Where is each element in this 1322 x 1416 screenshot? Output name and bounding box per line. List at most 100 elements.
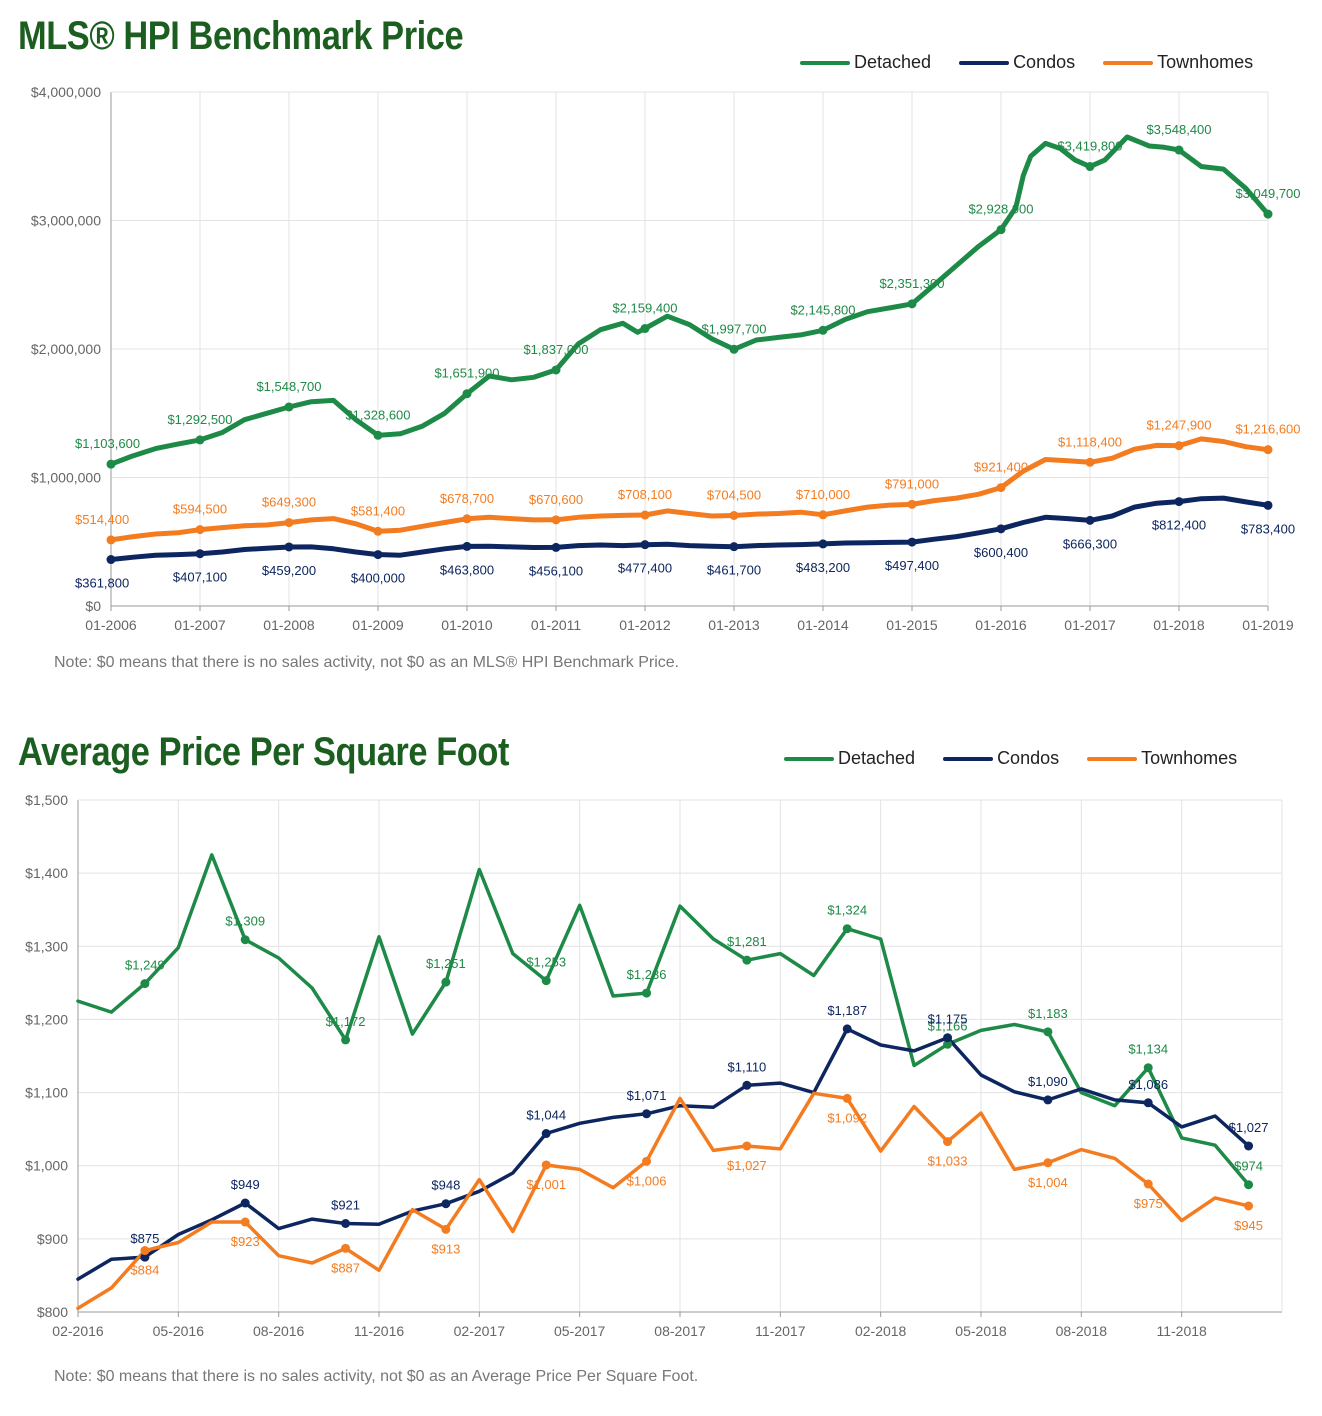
series-line-townhomes — [76, 1091, 1251, 1311]
data-point-condos — [1043, 1095, 1053, 1105]
data-label-townhomes: $921,400 — [974, 460, 1028, 475]
data-point-condos — [106, 555, 116, 565]
data-point-townhomes — [1143, 1179, 1153, 1189]
data-point-condos — [640, 540, 650, 550]
data-point-detached — [996, 225, 1006, 235]
data-label-townhomes: $913 — [431, 1241, 460, 1256]
data-label-condos: $463,800 — [440, 562, 494, 577]
data-point-townhomes — [842, 1093, 852, 1103]
data-label-condos: $407,100 — [173, 570, 227, 585]
data-label-townhomes: $514,400 — [75, 512, 129, 527]
chart-hpi-benchmark: 01-2006 01-2007 01-2008 01-2009 01-2010 01-20… — [31, 84, 1301, 633]
data-label-townhomes: $1,216,600 — [1235, 422, 1300, 437]
series-line-detached — [76, 853, 1251, 1187]
data-point-detached — [373, 430, 383, 440]
x-tick-label: 01-2016 — [975, 617, 1027, 633]
data-label-detached: $1,324 — [827, 903, 867, 918]
data-point-townhomes — [284, 518, 294, 528]
data-label-condos: $1,027 — [1229, 1120, 1269, 1135]
data-label-condos: $812,400 — [1152, 518, 1206, 533]
data-point-detached — [462, 389, 472, 399]
data-point-condos — [462, 541, 472, 551]
data-label-detached: $1,251 — [426, 956, 466, 971]
data-point-detached — [140, 979, 150, 989]
x-tick-label: 01-2015 — [886, 617, 938, 633]
y-tick-label: $900 — [37, 1231, 68, 1247]
x-tick-label: 02-2017 — [454, 1323, 506, 1339]
legend-item-townhomes: Townhomes — [1087, 748, 1237, 769]
data-label-condos: $1,071 — [627, 1088, 667, 1103]
data-point-condos — [842, 1024, 852, 1034]
y-tick-label: $1,000 — [25, 1158, 68, 1174]
data-point-detached — [642, 988, 652, 998]
data-point-condos — [373, 550, 383, 560]
data-label-detached: $1,309 — [225, 914, 265, 929]
data-label-townhomes: $887 — [331, 1260, 360, 1275]
legend-label-detached: Detached — [838, 748, 916, 768]
data-point-detached — [729, 344, 739, 354]
data-label-condos: $600,400 — [974, 545, 1028, 560]
data-point-detached — [1143, 1063, 1153, 1073]
data-point-detached — [541, 976, 551, 986]
data-point-detached — [106, 459, 116, 469]
data-point-townhomes — [640, 510, 650, 520]
data-label-townhomes: $1,001 — [526, 1177, 566, 1192]
data-label-detached: $1,103,600 — [75, 436, 140, 451]
data-point-detached — [1085, 162, 1095, 172]
x-tick-label: 01-2018 — [1153, 617, 1205, 633]
y-tick-label: $1,200 — [25, 1011, 68, 1027]
x-tick-label: 05-2016 — [153, 1323, 205, 1339]
x-tick-label: 01-2008 — [263, 617, 315, 633]
data-label-condos: $921 — [331, 1197, 360, 1212]
data-point-condos — [642, 1109, 652, 1119]
data-label-condos: $1,110 — [727, 1059, 766, 1074]
data-point-condos — [943, 1033, 953, 1043]
data-label-condos: $1,187 — [827, 1003, 867, 1018]
data-label-detached: $1,292,500 — [167, 412, 232, 427]
y-tick-label: $1,100 — [25, 1085, 68, 1101]
data-point-townhomes — [140, 1246, 150, 1256]
data-label-townhomes: $1,247,900 — [1146, 418, 1211, 433]
data-point-detached — [240, 935, 250, 945]
data-point-detached — [1244, 1180, 1254, 1190]
series-line-condos — [76, 1027, 1251, 1281]
y-tick-label: $1,500 — [25, 792, 68, 808]
data-label-condos: $783,400 — [1241, 521, 1295, 536]
data-point-townhomes — [551, 515, 561, 525]
x-tick-label: 01-2013 — [708, 617, 760, 633]
x-tick-label: 02-2018 — [855, 1323, 907, 1339]
x-tick-label: 11-2017 — [755, 1323, 806, 1339]
data-point-condos — [341, 1218, 351, 1228]
data-label-townhomes: $1,118,400 — [1058, 434, 1122, 449]
x-tick-label: 01-2009 — [352, 617, 404, 633]
data-label-detached: $2,159,400 — [612, 301, 677, 316]
data-label-condos: $949 — [231, 1177, 260, 1192]
data-label-condos: $456,100 — [529, 563, 583, 578]
data-point-detached — [640, 324, 650, 334]
data-label-detached: $974 — [1234, 1159, 1263, 1174]
data-label-townhomes: $708,100 — [618, 487, 672, 502]
data-point-condos — [1085, 515, 1095, 525]
legend-label-detached: Detached — [854, 52, 932, 72]
data-label-detached: $1,651,900 — [434, 366, 499, 381]
x-tick-label: 05-2018 — [955, 1323, 1007, 1339]
data-label-townhomes: $1,004 — [1028, 1175, 1068, 1190]
data-label-condos: $875 — [130, 1231, 159, 1246]
data-label-detached: $1,249 — [125, 958, 165, 973]
data-label-detached: $1,328,600 — [345, 407, 410, 422]
chart-title-hpi: MLS® HPI Benchmark Price — [18, 14, 464, 58]
data-label-detached: $1,236 — [627, 967, 667, 982]
legend-swatch-detached — [784, 756, 834, 761]
data-point-detached — [1263, 209, 1273, 219]
x-tick-label: 08-2016 — [253, 1323, 305, 1339]
data-label-condos: $1,175 — [928, 1012, 968, 1027]
x-tick-label: 01-2014 — [797, 617, 849, 633]
data-point-detached — [907, 299, 917, 309]
chart-title-price-sqft: Average Price Per Square Foot — [18, 730, 509, 774]
data-point-condos — [996, 524, 1006, 534]
data-point-townhomes — [1085, 457, 1095, 467]
data-label-condos: $948 — [431, 1178, 460, 1193]
data-label-detached: $3,419,800 — [1057, 139, 1122, 154]
y-tick-label: $4,000,000 — [31, 84, 101, 100]
legend-swatch-detached — [800, 60, 850, 65]
